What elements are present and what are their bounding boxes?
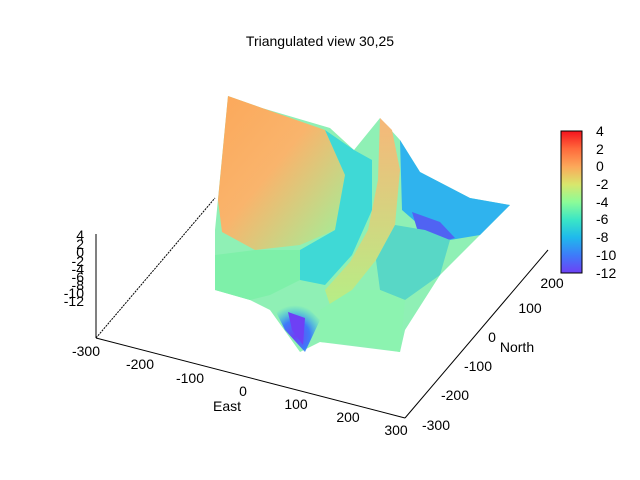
x-tick-label: -200 bbox=[126, 356, 154, 372]
z-tick-label: -4 bbox=[72, 261, 85, 277]
y-tick-label: -200 bbox=[441, 387, 469, 403]
x-tick-label: -300 bbox=[72, 343, 100, 359]
colorbar-tick-label: -6 bbox=[596, 211, 609, 227]
colorbar-ticks: 4 2 0 -2 -4 -6 -8 -10 -12 bbox=[596, 123, 616, 281]
z-tick-label: -12 bbox=[64, 293, 84, 309]
y-tick-label: -100 bbox=[464, 358, 492, 374]
x-tick-label: 100 bbox=[284, 396, 308, 412]
surface-region-east-flank bbox=[376, 225, 450, 300]
colorbar-tick-label: 2 bbox=[596, 141, 604, 157]
surface bbox=[215, 96, 510, 352]
x-tick-label: -100 bbox=[176, 370, 204, 386]
x-tick-label: 200 bbox=[336, 409, 360, 425]
surface-region-ne-valley bbox=[400, 140, 510, 240]
z-tick-label: 0 bbox=[76, 244, 84, 260]
back-left-edge bbox=[95, 197, 216, 339]
colorbar-gradient bbox=[560, 130, 583, 274]
colorbar-tick-label: -10 bbox=[596, 247, 616, 263]
y-ticks: -300 -200 -100 0 100 200 bbox=[422, 275, 564, 433]
colorbar-tick-label: 0 bbox=[596, 158, 604, 174]
colorbar-tick-label: -8 bbox=[596, 229, 609, 245]
z-tick-label: -8 bbox=[72, 277, 85, 293]
surface-region-ridge bbox=[325, 118, 400, 305]
y-tick-label: 100 bbox=[518, 300, 542, 316]
x-tick-label: 0 bbox=[239, 383, 247, 399]
x-tick-label: 300 bbox=[384, 422, 408, 438]
surface-region-trough-core bbox=[288, 312, 305, 345]
surface-region-midband bbox=[300, 130, 372, 285]
axes bbox=[95, 197, 549, 419]
z-tick-label: -2 bbox=[72, 253, 85, 269]
y-axis-line bbox=[404, 249, 549, 419]
colorbar-tick-label: -4 bbox=[596, 194, 609, 210]
z-tick-label: 4 bbox=[76, 227, 84, 243]
y-tick-label: 0 bbox=[488, 329, 496, 345]
colorbar-tick-label: -12 bbox=[596, 265, 616, 281]
x-axis-line bbox=[95, 337, 406, 419]
x-ticks: -300 -200 -100 0 100 200 300 bbox=[72, 343, 408, 438]
z-tick-label: 2 bbox=[76, 236, 84, 252]
colorbar: 4 2 0 -2 -4 -6 -8 -10 -12 bbox=[560, 123, 616, 281]
z-tick-label: -10 bbox=[64, 285, 84, 301]
y-tick-label: 200 bbox=[540, 275, 564, 291]
surface-region-plateau bbox=[218, 96, 345, 250]
surface-region-front bbox=[215, 250, 300, 300]
colorbar-tick-label: 4 bbox=[596, 123, 604, 139]
chart-title: Triangulated view 30,25 bbox=[246, 33, 394, 49]
surface-region-south-east bbox=[320, 290, 405, 352]
y-tick-label: -300 bbox=[422, 417, 450, 433]
y-axis-label: North bbox=[500, 339, 534, 355]
x-axis-label: East bbox=[213, 398, 241, 414]
z-tick-label: -6 bbox=[72, 269, 85, 285]
z-ticks: 4 2 0 -2 -4 -6 -8 -10 -12 bbox=[64, 227, 84, 309]
colorbar-tick-label: -2 bbox=[596, 176, 609, 192]
